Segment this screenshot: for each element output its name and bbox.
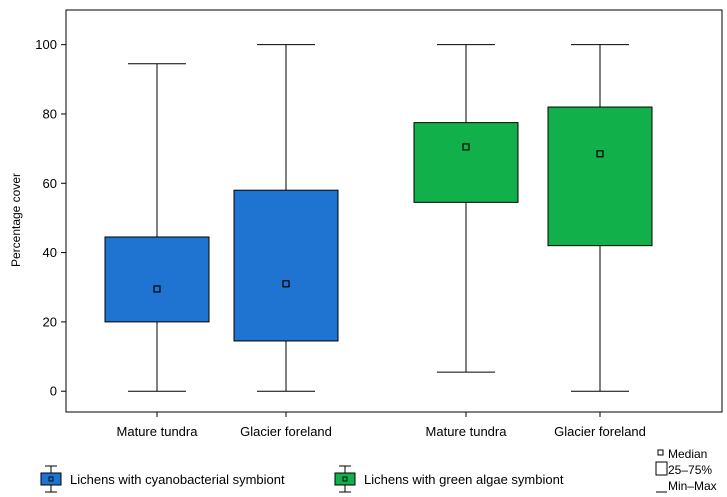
median-marker: [153, 285, 161, 293]
y-tick-label: 80: [43, 106, 57, 121]
x-tick-label: Mature tundra: [117, 424, 199, 439]
y-tick-label: 100: [35, 37, 57, 52]
box-cyanobacterial-glacier-foreland: [233, 44, 339, 392]
x-axis: Mature tundra Glacier foreland Mature tund…: [117, 412, 646, 439]
legend-median-icon: [48, 476, 54, 482]
legend-label: Lichens with cyanobacterial symbiont: [70, 472, 285, 487]
median-marker: [596, 150, 604, 158]
legend-entry-cyanobacterial: Lichens with cyanobacterial symbiont: [40, 465, 285, 493]
box-green-algae-mature-tundra: [413, 44, 519, 373]
legend-label: Lichens with green algae symbiont: [364, 472, 564, 487]
iqr-box: [233, 189, 339, 342]
x-tick-label: Mature tundra: [426, 424, 508, 439]
median-key-label: Median: [668, 447, 707, 461]
legend-box-icon: [40, 472, 62, 486]
y-tick-label: 60: [43, 176, 57, 191]
legend-box-icon: [334, 472, 356, 486]
y-tick-label: 40: [43, 245, 57, 260]
median-key-icon: [657, 449, 664, 456]
minmax-key-label: Min–Max: [668, 479, 717, 493]
iqr-box: [104, 236, 210, 323]
y-tick-label: 0: [50, 384, 57, 399]
iqr-key-icon: [655, 461, 668, 476]
x-tick-label: Glacier foreland: [240, 424, 332, 439]
boxes: [104, 44, 653, 392]
y-axis-label: Percentage cover: [9, 173, 23, 267]
y-axis: 0 20 40 60 80 100: [35, 37, 66, 399]
iqr-box: [547, 106, 653, 247]
legend-entry-green-algae: Lichens with green algae symbiont: [334, 465, 564, 493]
iqr-key-label: 25–75%: [668, 463, 712, 477]
iqr-box: [413, 122, 519, 203]
legend-median-icon: [342, 476, 348, 482]
plot-frame: [65, 9, 723, 413]
y-tick-label: 20: [43, 314, 57, 329]
legend: Lichens with cyanobacterial symbiont Lich…: [40, 447, 717, 493]
x-tick-label: Glacier foreland: [554, 424, 646, 439]
median-marker: [282, 280, 290, 288]
box-green-algae-glacier-foreland: [547, 44, 653, 392]
median-marker: [462, 143, 470, 151]
box-cyanobacterial-mature-tundra: [104, 63, 210, 392]
legend-stats-key: Median 25–75% Min–Max: [655, 447, 717, 493]
